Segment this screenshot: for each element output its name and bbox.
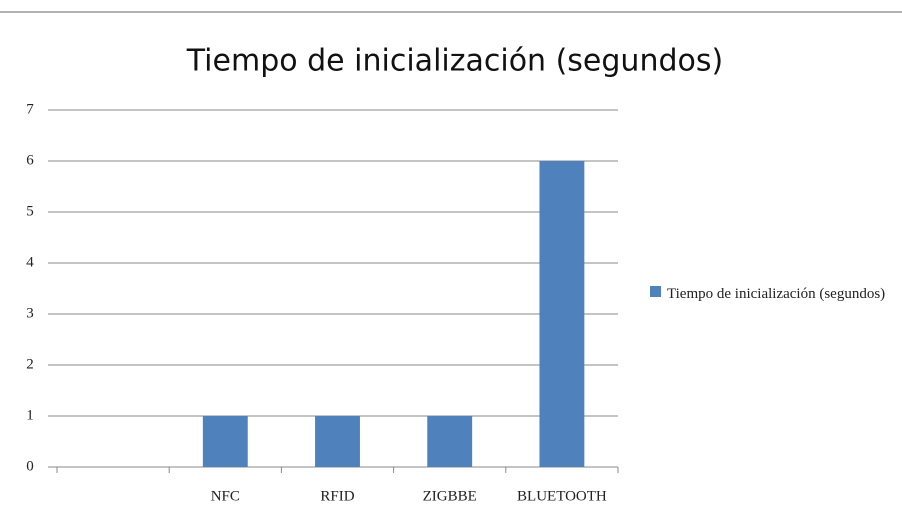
y-tick-label: 3 bbox=[26, 305, 34, 321]
x-tick-label: RFID bbox=[320, 488, 354, 504]
x-tick-label: NFC bbox=[211, 488, 240, 504]
y-tick-label: 0 bbox=[26, 458, 34, 474]
legend-label: Tiempo de inicialización (segundos) bbox=[667, 286, 886, 302]
legend-swatch bbox=[650, 286, 661, 297]
x-tick-label: BLUETOOTH bbox=[517, 488, 607, 504]
y-tick-label: 5 bbox=[26, 203, 34, 219]
y-tick-label: 2 bbox=[26, 356, 34, 372]
bar bbox=[202, 416, 248, 467]
y-tick-label: 7 bbox=[26, 101, 34, 117]
chart-title: Tiempo de inicialización (segundos) bbox=[186, 44, 723, 79]
legend: Tiempo de inicialización (segundos) bbox=[650, 278, 890, 310]
y-tick-label: 1 bbox=[26, 407, 34, 423]
x-tick-label: ZIGBBE bbox=[423, 488, 477, 504]
y-tick-label: 6 bbox=[26, 152, 34, 168]
bar bbox=[427, 416, 473, 467]
bar bbox=[315, 416, 360, 467]
bar bbox=[539, 161, 585, 467]
y-tick-label: 4 bbox=[26, 254, 34, 270]
